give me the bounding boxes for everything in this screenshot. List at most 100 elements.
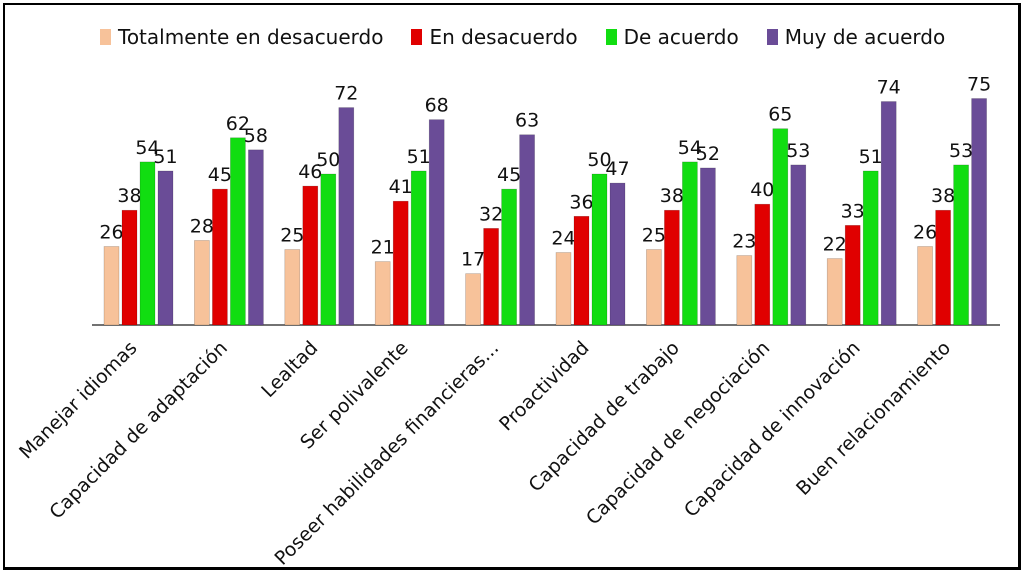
data-label: 51 (153, 146, 177, 168)
bar (194, 240, 210, 326)
data-label: 50 (587, 149, 611, 171)
bar (410, 170, 427, 326)
data-label: 33 (841, 200, 865, 222)
bar (591, 173, 608, 326)
bar (790, 164, 807, 326)
legend-swatch (100, 29, 111, 45)
bar (483, 228, 499, 326)
data-label: 40 (750, 179, 774, 201)
data-label: 51 (859, 146, 883, 168)
data-label: 53 (949, 140, 973, 162)
bar (302, 185, 319, 326)
data-label: 32 (479, 203, 503, 225)
bar (157, 170, 174, 326)
bar (320, 173, 337, 326)
data-label: 26 (99, 221, 123, 243)
data-label: 52 (696, 143, 720, 165)
bar (139, 161, 156, 326)
data-label: 72 (334, 83, 358, 105)
category-label: Lealtad (257, 337, 322, 402)
bar (338, 107, 355, 326)
data-label: 54 (135, 137, 159, 159)
bar (230, 137, 246, 326)
bar (519, 134, 535, 326)
bar (501, 188, 517, 326)
bar (103, 246, 120, 326)
category-label: Capacidad de trabajo (525, 337, 684, 496)
bar (826, 258, 843, 326)
bar (953, 164, 969, 326)
data-label: 25 (280, 225, 304, 247)
bar (844, 225, 861, 326)
bar (609, 182, 626, 326)
bar (935, 209, 951, 326)
data-label: 46 (298, 161, 322, 183)
bar (121, 209, 138, 326)
bar (736, 255, 753, 326)
bar (862, 170, 879, 326)
data-label: 17 (461, 249, 485, 271)
legend-label: Muy de acuerdo (784, 25, 946, 49)
legend-item-totalmente-en-desacuerdo: Totalmente en desacuerdo (100, 25, 383, 49)
bar (248, 149, 264, 326)
category-label: Proactividad (495, 337, 593, 435)
bar (700, 167, 716, 326)
bar (917, 246, 933, 326)
data-label: 25 (642, 225, 666, 247)
legend-label: De acuerdo (623, 25, 739, 49)
data-label: 50 (316, 149, 340, 171)
bar (284, 249, 301, 326)
bar (573, 215, 590, 326)
data-label: 75 (967, 74, 991, 96)
bar (392, 200, 409, 326)
bar (374, 261, 391, 326)
bar (646, 249, 662, 326)
category-label: Buen relacionamiento (792, 337, 955, 500)
data-label: 58 (244, 125, 268, 147)
legend-swatch (411, 29, 423, 45)
legend-swatch (605, 29, 617, 45)
bar (682, 161, 698, 326)
bar (428, 119, 445, 326)
data-label: 74 (877, 77, 901, 99)
legend-item-de-acuerdo: De acuerdo (605, 25, 739, 49)
data-label: 53 (786, 140, 810, 162)
legend-item-en-desacuerdo: En desacuerdo (411, 25, 578, 49)
bar (212, 188, 228, 326)
data-label: 41 (389, 176, 413, 198)
bar (465, 273, 481, 326)
data-label: 38 (660, 185, 684, 207)
legend-item-muy-de-acuerdo: Muy de acuerdo (766, 25, 946, 49)
data-label: 36 (569, 191, 593, 213)
data-label: 65 (768, 104, 792, 126)
data-label: 23 (732, 231, 756, 253)
data-label: 47 (605, 158, 629, 180)
data-label: 51 (407, 146, 431, 168)
data-label: 38 (117, 185, 141, 207)
data-label: 24 (551, 228, 575, 250)
category-label: Capacidad de negociación (582, 337, 774, 529)
category-label: Capacidad de innovación (680, 337, 865, 522)
data-label: 45 (497, 164, 521, 186)
data-label: 45 (208, 164, 232, 186)
bar (880, 101, 897, 326)
data-label: 63 (515, 110, 539, 132)
bar (772, 128, 789, 326)
legend-label: Totalmente en desacuerdo (118, 25, 384, 49)
bar (971, 98, 987, 326)
data-label: 22 (823, 234, 847, 256)
data-label: 54 (678, 137, 702, 159)
data-label: 26 (913, 221, 937, 243)
chart-legend: Totalmente en desacuerdo En desacuerdo D… (100, 22, 973, 52)
bar (664, 209, 680, 326)
data-label: 21 (371, 237, 395, 259)
data-label: 62 (226, 113, 250, 135)
data-label: 28 (190, 215, 214, 237)
category-label: Capacidad de adaptación (45, 337, 232, 524)
legend-label: En desacuerdo (429, 25, 578, 49)
bar (754, 203, 771, 326)
data-label: 68 (425, 95, 449, 117)
data-label: 38 (931, 185, 955, 207)
bar (555, 252, 572, 326)
